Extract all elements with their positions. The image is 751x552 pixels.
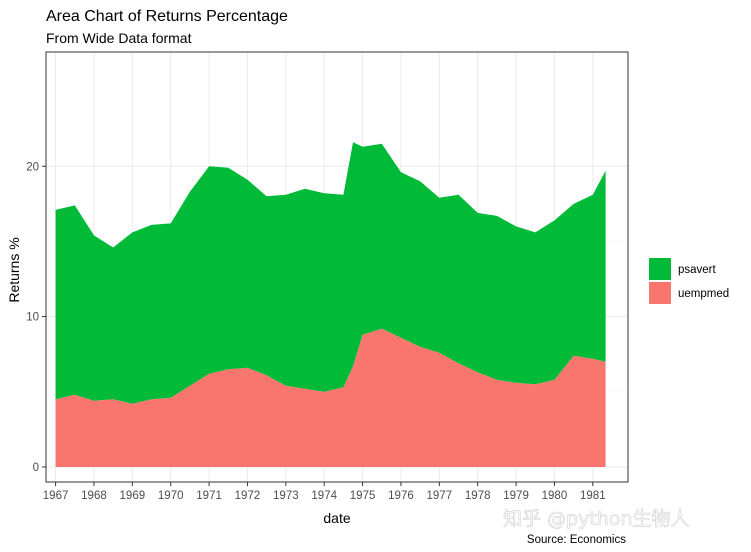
legend: psavert uempmed <box>649 258 729 304</box>
x-tick-label: 1969 <box>120 490 146 502</box>
x-tick-label: 1981 <box>580 490 606 502</box>
x-tick-label: 1970 <box>158 490 184 502</box>
x-tick-label: 1973 <box>273 490 299 502</box>
x-tick-label: 1975 <box>350 490 376 502</box>
y-tick-label: 0 <box>33 462 39 474</box>
x-axis-label: date <box>323 510 350 526</box>
x-axis: 1967 1968 1969 1970 1971 1972 1973 1974 1975 1976… <box>43 482 606 502</box>
watermark-text: 知乎 @python生物人 <box>503 508 690 530</box>
plot-panel <box>45 51 629 483</box>
legend-key-psavert <box>649 258 671 280</box>
x-tick-label: 1967 <box>43 490 69 502</box>
y-tick-label: 20 <box>26 161 39 173</box>
x-tick-label: 1971 <box>196 490 222 502</box>
chart-subtitle: From Wide Data format <box>46 30 192 46</box>
x-tick-label: 1972 <box>235 490 261 502</box>
x-tick-label: 1977 <box>427 490 453 502</box>
legend-key-uempmed <box>649 282 671 304</box>
area-series <box>55 142 606 467</box>
panel-border <box>45 51 629 483</box>
y-tick-label: 10 <box>26 312 39 324</box>
x-tick-label: 1976 <box>388 490 414 502</box>
x-tick-label: 1968 <box>81 490 107 502</box>
area-uempmed <box>55 328 606 467</box>
y-axis: 0 10 20 <box>26 161 46 474</box>
legend-label-uempmed: uempmed <box>678 288 729 300</box>
chart-title: Area Chart of Returns Percentage <box>46 8 288 25</box>
x-tick-label: 1978 <box>465 490 491 502</box>
x-tick-label: 1979 <box>503 490 529 502</box>
x-tick-label: 1974 <box>311 490 337 502</box>
area-psavert <box>55 142 606 404</box>
legend-label-psavert: psavert <box>678 264 717 276</box>
chart-caption: Source: Economics <box>527 534 626 546</box>
y-axis-label: Returns % <box>6 237 22 302</box>
x-tick-label: 1980 <box>542 490 568 502</box>
